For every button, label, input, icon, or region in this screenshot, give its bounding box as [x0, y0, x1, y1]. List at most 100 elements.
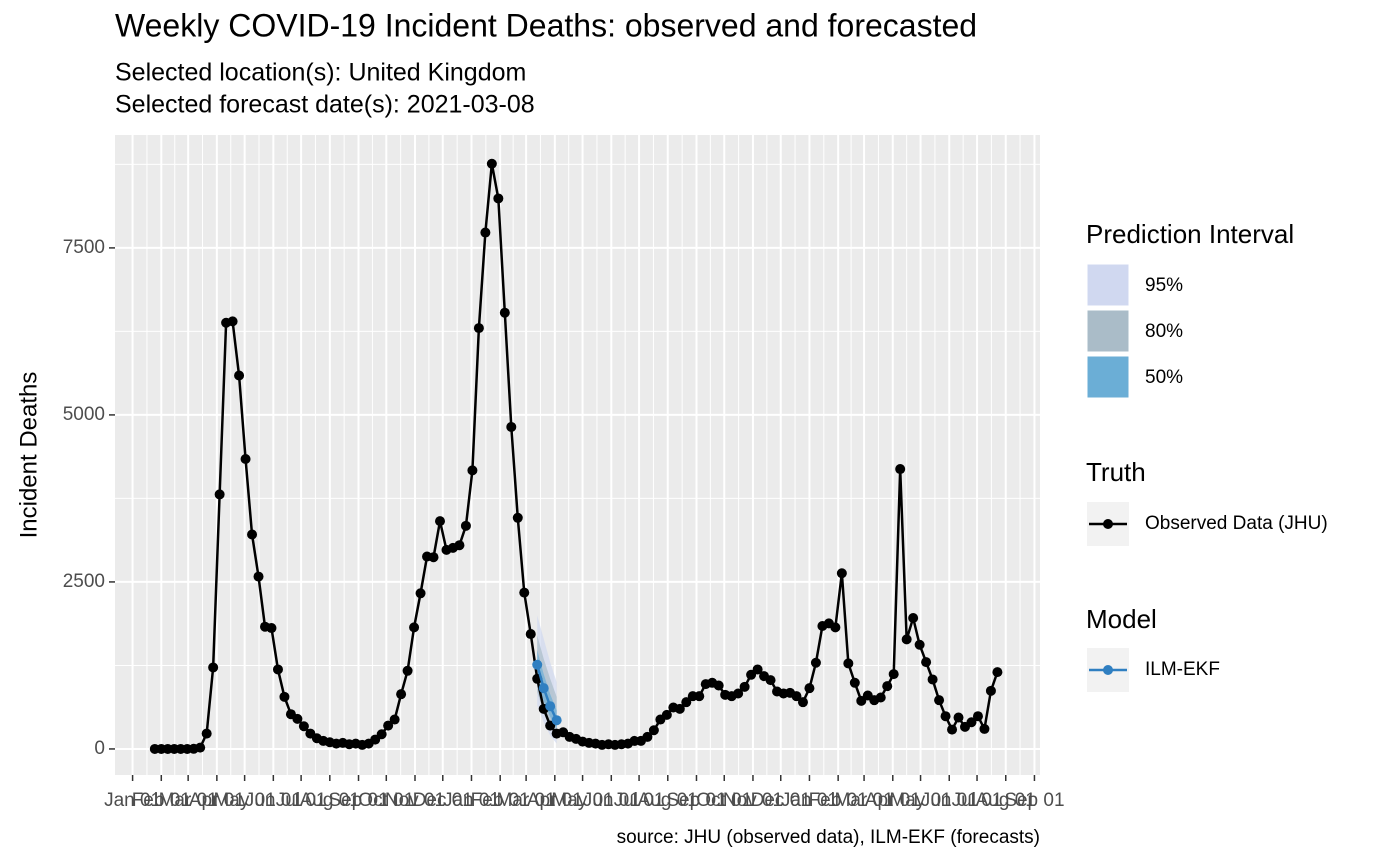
point [895, 464, 906, 475]
x-tick-label: Feb 01 [471, 790, 530, 811]
point [234, 370, 245, 381]
point [642, 731, 653, 742]
point [752, 664, 763, 675]
point [480, 227, 491, 238]
point [493, 193, 504, 204]
point [979, 723, 990, 734]
legend-title: Prediction Interval [1086, 219, 1294, 249]
legend-label: 80% [1145, 321, 1183, 342]
point [888, 669, 899, 680]
x-tick-label: Jan 01 [443, 790, 500, 811]
x-tick-label: Jun 01 [245, 790, 302, 811]
point [460, 520, 471, 531]
legend-title: Truth [1086, 457, 1146, 487]
point [435, 516, 445, 527]
x-tick-label: Oct 01 [696, 790, 752, 811]
point [298, 721, 309, 732]
point [415, 588, 426, 599]
legend-key-point [1103, 665, 1113, 675]
point [201, 728, 212, 739]
point [383, 720, 394, 731]
point [409, 622, 420, 633]
point [214, 489, 225, 500]
x-tick-label: Dec 01 [413, 790, 473, 811]
point [389, 714, 400, 725]
point [247, 529, 258, 540]
point [506, 421, 517, 432]
point [791, 691, 802, 702]
x-tick-label: Sep 01 [328, 790, 388, 811]
point [402, 665, 413, 676]
point [279, 691, 290, 702]
point [934, 695, 945, 706]
point [292, 713, 303, 724]
point [739, 681, 750, 692]
subtitle: Selected location(s): United Kingdom [115, 59, 526, 87]
point [694, 691, 705, 702]
point [253, 571, 264, 582]
x-tick-label: Sep 01 [1004, 790, 1064, 811]
x-tick-label: Dec 01 [751, 790, 811, 811]
point [266, 623, 277, 634]
point [532, 659, 543, 670]
y-axis-label: Incident Deaths [15, 372, 42, 539]
legend-label: 95% [1145, 275, 1183, 296]
point [985, 685, 996, 696]
y-tick-label: 5000 [63, 404, 105, 425]
legend-label: 50% [1145, 367, 1183, 388]
legend-key [1086, 263, 1130, 307]
point [467, 465, 478, 476]
x-tick-label: Sep 01 [666, 790, 726, 811]
point [947, 724, 958, 735]
point [512, 512, 523, 523]
point [519, 587, 530, 598]
legend-label: ILM-EKF [1145, 659, 1220, 680]
x-tick-label: May 01 [889, 790, 951, 811]
x-tick-label: May 01 [551, 790, 613, 811]
x-tick-label: Jul 01 [276, 790, 327, 811]
point [843, 658, 854, 669]
point [272, 664, 283, 675]
point [830, 622, 841, 633]
point [648, 725, 659, 736]
x-tick-label: Oct 01 [358, 790, 414, 811]
legend-key-point [1103, 519, 1113, 529]
point [428, 552, 439, 563]
point [396, 689, 407, 700]
caption: source: JHU (observed data), ILM-EKF (fo… [617, 827, 1040, 848]
point [538, 683, 549, 694]
point [486, 158, 497, 169]
point [940, 711, 951, 722]
x-tick-label: Mar 01 [497, 790, 556, 811]
subtitle: Selected forecast date(s): 2021-03-08 [115, 91, 535, 119]
point [765, 675, 776, 686]
point [227, 316, 238, 327]
y-tick-label: 7500 [63, 237, 105, 258]
point [810, 657, 821, 668]
point [208, 662, 219, 673]
legend-title: Model [1086, 604, 1157, 634]
point [454, 540, 465, 551]
point [914, 639, 925, 650]
point [473, 323, 484, 334]
point [525, 629, 536, 640]
point [875, 692, 886, 703]
legend-key [1086, 309, 1130, 353]
x-tick-label: Feb 01 [132, 790, 191, 811]
point [195, 742, 206, 753]
x-tick-label: Mar 01 [159, 790, 218, 811]
x-tick-label: Aug 01 [638, 790, 698, 811]
x-tick-label: Nov 01 [723, 790, 783, 811]
point [992, 667, 1003, 678]
point [681, 697, 692, 708]
point [972, 711, 983, 722]
point [921, 657, 932, 668]
point [797, 697, 808, 708]
point [882, 681, 893, 692]
point [551, 715, 562, 726]
y-tick-label: 0 [94, 738, 105, 759]
x-tick-label: Jun 01 [921, 790, 978, 811]
x-tick-label: Jul 01 [952, 790, 1003, 811]
point [953, 712, 964, 723]
